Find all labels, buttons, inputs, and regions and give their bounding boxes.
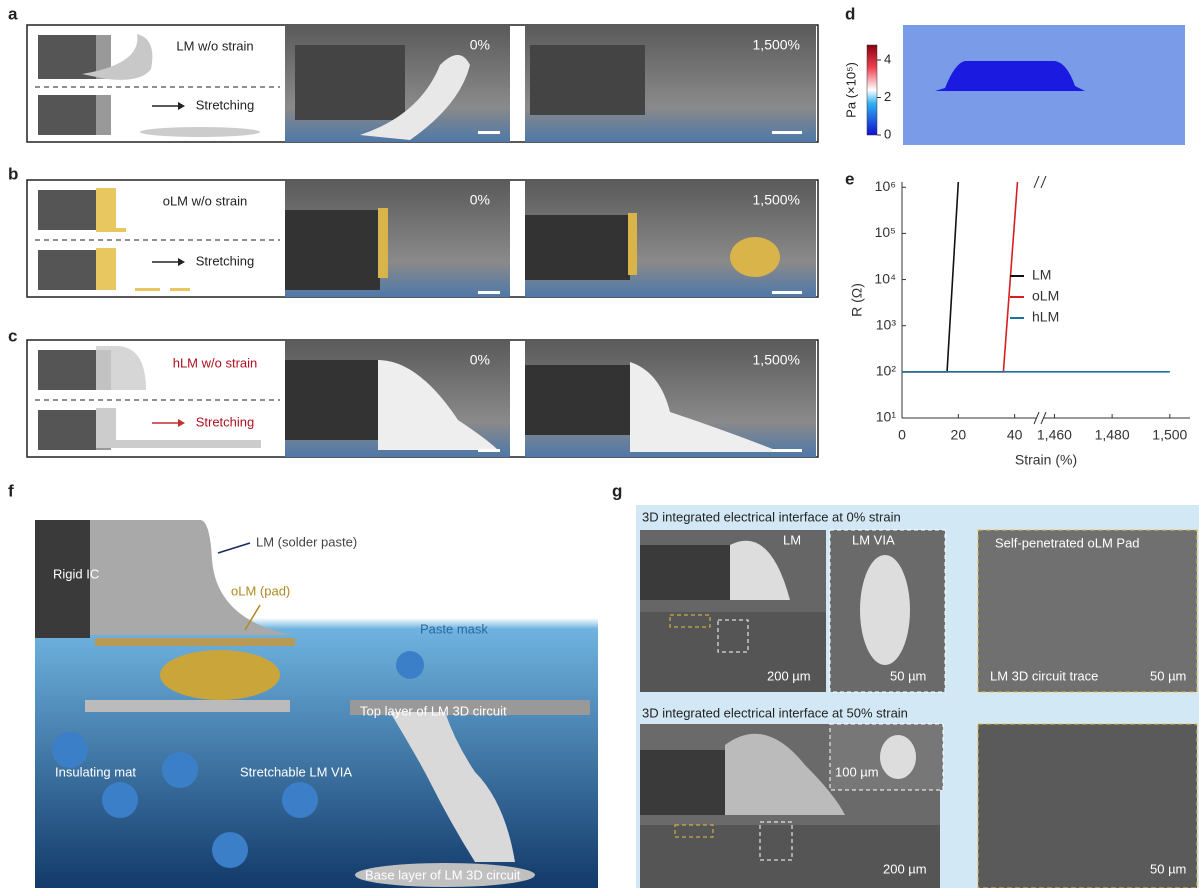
y-tick-label: 10³ (876, 316, 897, 332)
image-label: 0% (470, 352, 490, 368)
x-tick-label: 20 (951, 427, 967, 443)
schematic-label: oLM w/o strain (163, 193, 248, 208)
scale-label: 50 µm (1150, 861, 1186, 876)
legend-label: oLM (1032, 288, 1059, 304)
image-label: 1,500% (753, 352, 800, 368)
panel-label: a (8, 4, 18, 23)
schematic-label: hLM w/o strain (173, 355, 258, 370)
y-axis-label: R (Ω) (849, 283, 865, 317)
panel-d: d Pa (×10⁵) (843, 4, 1185, 145)
scale-label: 200 µm (767, 668, 811, 683)
image-label: 0% (470, 37, 490, 53)
panel-label: f (8, 481, 14, 500)
series-line (902, 182, 1017, 372)
scale-label: 50 µm (890, 668, 926, 683)
panel-f: f LM (solder paste) Rigid IC oLM (pad) P… (8, 481, 598, 888)
x-axis-label: Strain (%) (1015, 452, 1077, 468)
figure-label: Base layer of LM 3D circuit (365, 867, 521, 882)
figure: a LM w/o strain Stretching 0% 1,500% b o… (0, 0, 1199, 888)
panel-c: c hLM w/o strain Stretching 0% 1,500% (8, 326, 818, 457)
x-tick-label: 1,480 (1095, 427, 1130, 443)
image-label: 1,500% (753, 37, 800, 53)
figure-label: LM VIA (852, 532, 895, 547)
axis-break (1036, 411, 1044, 425)
y-tick-label: 10⁴ (874, 270, 896, 286)
scale-label: 50 µm (1150, 668, 1186, 683)
y-tick-label: 10⁶ (875, 178, 896, 194)
scale-label: 100 µm (835, 764, 879, 779)
panel-g: g 3D integrated electrical interface at … (612, 481, 1199, 888)
schematic-label: Stretching (196, 253, 255, 268)
image-label: 1,500% (753, 192, 800, 208)
panel-label: b (8, 164, 18, 183)
figure-label: Self-penetrated oLM Pad (995, 535, 1140, 550)
figure-label: Paste mask (420, 621, 488, 636)
colorbar-tick-label: 0 (884, 126, 891, 141)
panel-label: e (845, 169, 854, 188)
figure-label: LM (solder paste) (256, 534, 357, 549)
figure-label: Top layer of LM 3D circuit (360, 703, 507, 718)
legend-label: hLM (1032, 309, 1059, 325)
figure-label: LM (783, 532, 801, 547)
schematic-label: Stretching (196, 414, 255, 429)
panel-label: g (612, 481, 622, 500)
figure-label: Insulating mat (55, 764, 136, 779)
series-line (902, 182, 958, 372)
panel-label: d (845, 4, 855, 23)
panel-label: c (8, 326, 17, 345)
panel-b: b oLM w/o strain Stretching 0% 1,500% (8, 164, 818, 297)
x-tick-label: 40 (1007, 427, 1023, 443)
schematic-label: LM w/o strain (176, 38, 253, 53)
section-title: 3D integrated electrical interface at 0%… (642, 509, 901, 524)
y-tick-label: 10⁵ (875, 224, 896, 240)
schematic-label: Stretching (196, 97, 255, 112)
colorbar-tick-label: 2 (884, 89, 891, 104)
y-tick-label: 10¹ (876, 409, 897, 425)
colorbar-title: Pa (×10⁵) (843, 62, 858, 118)
colorbar-tick-label: 4 (884, 51, 891, 66)
figure-label: LM 3D circuit trace (990, 668, 1098, 683)
x-tick-label: 1,500 (1152, 427, 1187, 443)
legend-label: LM (1032, 267, 1051, 283)
image-label: 0% (470, 192, 490, 208)
x-tick-label: 0 (898, 427, 906, 443)
figure-label: oLM (pad) (231, 583, 290, 598)
figure-label: Stretchable LM VIA (240, 764, 352, 779)
y-tick-label: 10² (876, 363, 897, 379)
figure-label: Rigid IC (53, 566, 99, 581)
axis-break (1036, 175, 1044, 189)
scale-label: 200 µm (883, 861, 927, 876)
x-tick-label: 1,460 (1037, 427, 1072, 443)
panel-a: a LM w/o strain Stretching 0% 1,500% (8, 4, 818, 142)
section-title: 3D integrated electrical interface at 50… (642, 705, 908, 720)
